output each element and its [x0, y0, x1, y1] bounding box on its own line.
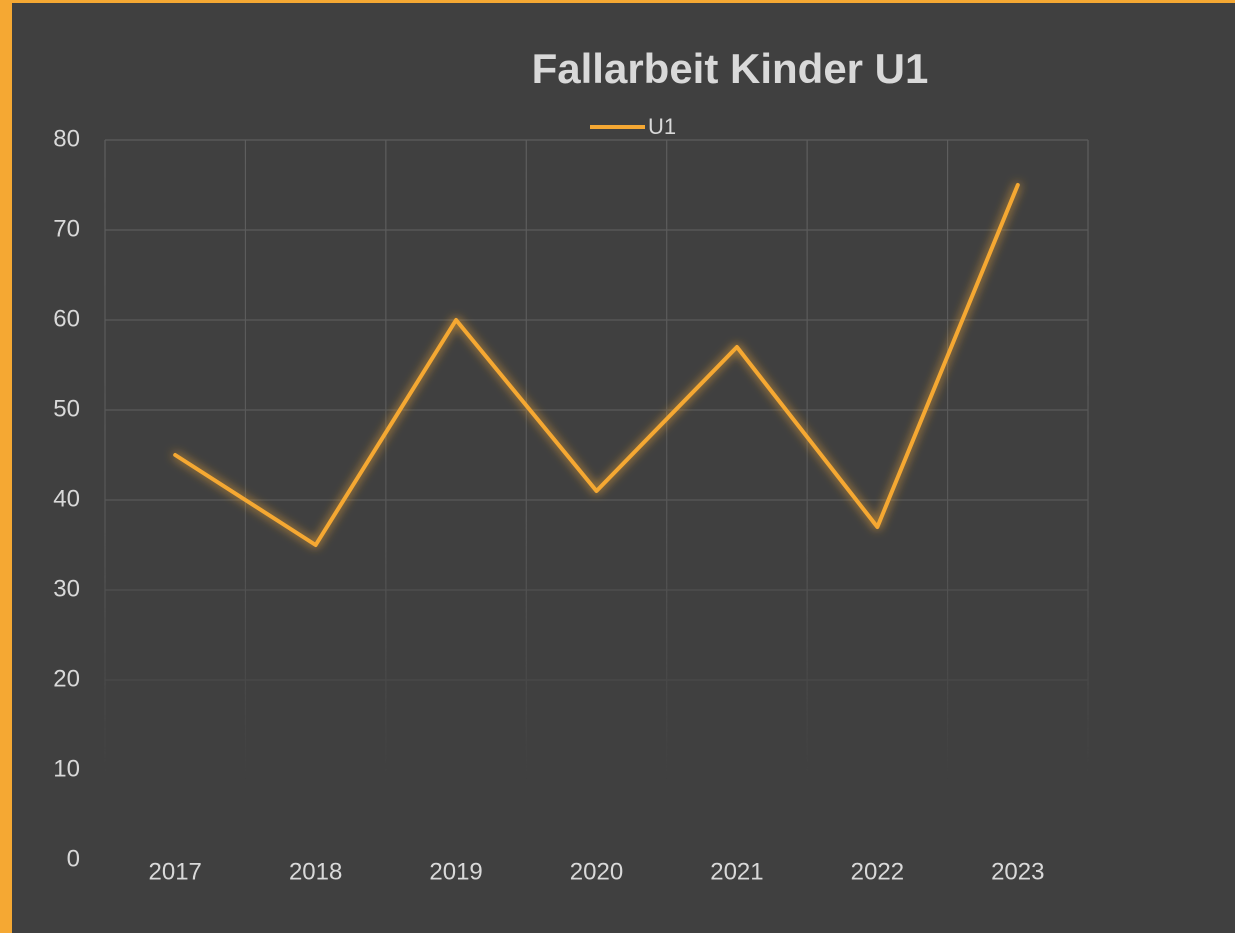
data-line [173, 183, 1020, 547]
chart-title: Fallarbeit Kinder U1 [532, 45, 929, 92]
x-tick-label: 2022 [851, 858, 904, 885]
y-tick-label: 20 [53, 665, 80, 692]
x-tick-label: 2017 [149, 858, 202, 885]
x-tick-label: 2018 [289, 858, 342, 885]
legend-label: U1 [648, 114, 676, 139]
y-tick-label: 30 [53, 575, 80, 602]
legend: U1 [590, 114, 676, 139]
y-tick-label: 80 [53, 125, 80, 152]
y-tick-label: 0 [67, 845, 80, 872]
y-tick-label: 40 [53, 485, 80, 512]
y-tick-label: 60 [53, 305, 80, 332]
y-tick-label: 10 [53, 755, 80, 782]
y-tick-label: 70 [53, 215, 80, 242]
x-tick-label: 2021 [710, 858, 763, 885]
x-tick-label: 2020 [570, 858, 623, 885]
y-tick-label: 50 [53, 395, 80, 422]
x-tick-label: 2023 [991, 858, 1044, 885]
chart-background [12, 3, 1235, 933]
x-tick-label: 2019 [429, 858, 482, 885]
